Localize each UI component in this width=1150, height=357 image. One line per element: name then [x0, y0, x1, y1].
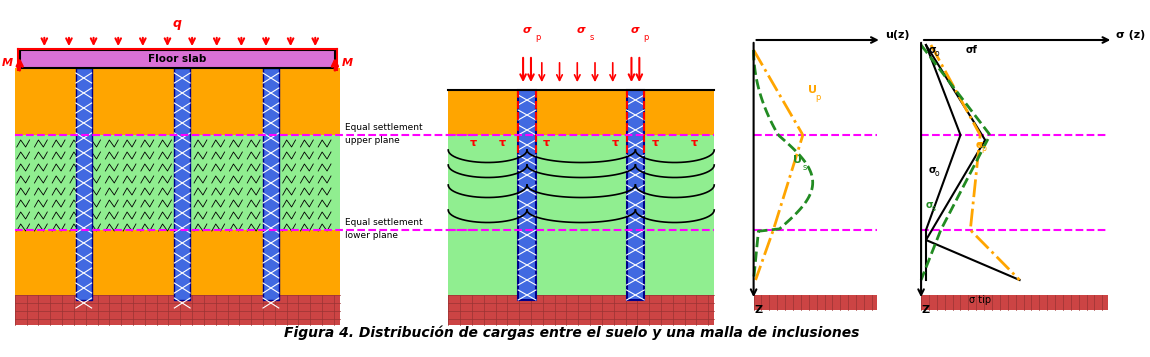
Text: lower plane: lower plane	[345, 231, 398, 240]
Text: s: s	[932, 204, 936, 213]
Text: Equal settlement: Equal settlement	[345, 123, 422, 132]
FancyBboxPatch shape	[20, 50, 335, 68]
Text: τ: τ	[691, 138, 698, 148]
Text: τ: τ	[652, 138, 659, 148]
Text: σ tip: σ tip	[969, 295, 991, 305]
FancyBboxPatch shape	[15, 295, 340, 325]
FancyBboxPatch shape	[753, 295, 876, 310]
FancyBboxPatch shape	[175, 68, 190, 300]
FancyBboxPatch shape	[627, 90, 644, 300]
FancyBboxPatch shape	[15, 68, 340, 295]
Text: p: p	[643, 33, 649, 42]
Text: M: M	[342, 58, 353, 68]
Text: p: p	[981, 144, 986, 153]
FancyBboxPatch shape	[448, 295, 714, 325]
Text: q: q	[172, 17, 182, 30]
FancyBboxPatch shape	[15, 135, 340, 230]
Text: s: s	[589, 33, 593, 42]
FancyBboxPatch shape	[76, 68, 92, 300]
Text: σ: σ	[926, 200, 934, 210]
Text: τ: τ	[499, 138, 506, 148]
Text: σ: σ	[577, 25, 585, 35]
Text: τ: τ	[543, 138, 551, 148]
Text: u(z): u(z)	[884, 30, 910, 40]
Text: σ (z): σ (z)	[1117, 30, 1145, 40]
FancyBboxPatch shape	[448, 230, 714, 295]
FancyBboxPatch shape	[519, 90, 536, 300]
Text: p: p	[535, 33, 540, 42]
Text: Figura 4. Distribución de cargas entre el suelo y una malla de inclusiones: Figura 4. Distribución de cargas entre e…	[284, 326, 859, 340]
Text: o: o	[935, 49, 940, 58]
Text: U: U	[793, 155, 802, 165]
Text: σ: σ	[631, 25, 639, 35]
Text: o: o	[935, 169, 940, 178]
Text: σf: σf	[965, 45, 977, 55]
Text: U: U	[807, 85, 816, 95]
Text: Z: Z	[754, 305, 762, 315]
Text: σ: σ	[929, 165, 936, 175]
FancyBboxPatch shape	[263, 68, 278, 300]
Text: upper plane: upper plane	[345, 136, 399, 145]
Text: τ: τ	[612, 138, 619, 148]
Text: s: s	[803, 162, 807, 171]
Text: p: p	[815, 92, 821, 101]
Text: σ: σ	[975, 140, 983, 150]
Text: σ: σ	[523, 25, 531, 35]
FancyBboxPatch shape	[921, 295, 1109, 310]
Text: Equal settlement: Equal settlement	[345, 218, 422, 227]
Text: σ: σ	[929, 45, 936, 55]
Text: τ: τ	[469, 138, 476, 148]
Text: Floor slab: Floor slab	[148, 54, 207, 64]
FancyBboxPatch shape	[448, 90, 714, 135]
FancyBboxPatch shape	[448, 135, 714, 230]
Text: Z: Z	[922, 305, 930, 315]
Text: M: M	[1, 58, 13, 68]
